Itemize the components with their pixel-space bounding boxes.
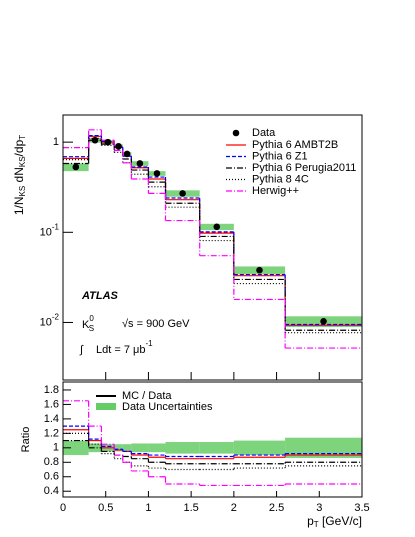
ratio-band (285, 437, 362, 458)
data-point (153, 170, 161, 177)
particle-sub: S (89, 324, 94, 333)
data-point (115, 142, 122, 150)
label-text: p (307, 514, 314, 528)
tick-base: 10 (40, 316, 52, 328)
x-tick-label: 1 (145, 502, 151, 514)
label-subscript: KS (18, 186, 27, 197)
particle: K (82, 319, 90, 331)
x-tick-label: 0.5 (98, 502, 113, 514)
x-axis-label: pT [GeV/c] (307, 514, 362, 529)
x-tick-label: 2.5 (269, 502, 284, 514)
legend-label: MC / Data (122, 390, 172, 402)
label-subscript: T (314, 520, 319, 529)
ratio-frame (62, 381, 363, 498)
legend-label: Pythia 6 Z1 (252, 150, 308, 162)
ratio-band (165, 442, 200, 454)
legend-label: Data Uncertainties (122, 401, 213, 413)
legend-label: Data (252, 127, 276, 139)
ratio-band (63, 440, 89, 456)
particle-label: K0 S (82, 314, 94, 333)
y-tick-label: 1.6 (44, 398, 59, 410)
ratio-band (148, 443, 166, 453)
y-axis-label: Ratio (20, 427, 32, 453)
tick-base: 1 (53, 136, 59, 148)
y-tick-label: 1 (53, 442, 59, 454)
data-point (179, 190, 186, 197)
legend-swatch (96, 403, 116, 410)
y-tick-label: 1 (53, 136, 59, 148)
x-tick-label: 3 (316, 502, 322, 514)
data-point (72, 163, 80, 171)
data-point (104, 138, 112, 146)
y-tick-label: 1.8 (44, 384, 59, 396)
label-text: 1/N (12, 196, 26, 215)
plot-frame (62, 114, 363, 381)
ratio-band (88, 443, 102, 453)
legend-label: Herwig++ (252, 185, 299, 197)
ratio-band (199, 442, 234, 454)
data-point (91, 136, 99, 144)
y-tick-label: 1.2 (44, 427, 59, 439)
ratio-band (114, 444, 123, 452)
tick-exponent: -1 (52, 222, 60, 231)
x-tick-label: 2 (231, 502, 237, 514)
y-tick-label: 10-2 (40, 313, 60, 329)
data-point (256, 266, 263, 274)
y-tick-label: 1.4 (44, 413, 59, 425)
integral-sign: ∫ (79, 344, 84, 356)
data-point (123, 150, 131, 158)
experiment-label: ATLAS (81, 290, 119, 302)
y-tick-label: 0.4 (44, 485, 59, 497)
y-tick-label: 0.6 (44, 471, 59, 483)
particle-sup: 0 (89, 314, 94, 323)
label-subscript: KS (18, 156, 27, 167)
lumi-sup: -1 (145, 339, 153, 348)
label-text: [GeV/c] (319, 514, 362, 528)
x-tick-label: 0 (60, 502, 66, 514)
y-tick-label: 10-1 (40, 222, 60, 238)
tick-base: 10 (40, 226, 52, 238)
legend-label: Pythia 8 4C (252, 173, 309, 185)
data-point (320, 317, 327, 325)
ratio-band (233, 440, 286, 456)
legend-label: Pythia 6 Perugia2011 (252, 162, 356, 174)
legend-marker (232, 129, 240, 137)
label-text: /dp (12, 139, 26, 156)
label-subscript: T (18, 135, 27, 140)
x-tick-label: 1.5 (183, 502, 198, 514)
data-point (136, 160, 144, 167)
lumi: Ldt = 7 μb (96, 344, 145, 356)
data-point (213, 223, 221, 231)
legend-label: Pythia 6 AMBT2B (252, 139, 338, 151)
ratio-band (131, 443, 149, 453)
ratio-band (122, 444, 132, 452)
label-text: dN (12, 167, 26, 186)
energy-label: √s = 900 GeV (122, 318, 190, 330)
y-axis-label: 1/NKS dNKS/dpT (12, 135, 27, 215)
x-tick-label: 3.5 (354, 502, 369, 514)
lumi-label: Ldt = 7 μb-1 (96, 339, 153, 356)
tick-exponent: -2 (52, 313, 60, 322)
y-tick-label: 0.8 (44, 456, 59, 468)
